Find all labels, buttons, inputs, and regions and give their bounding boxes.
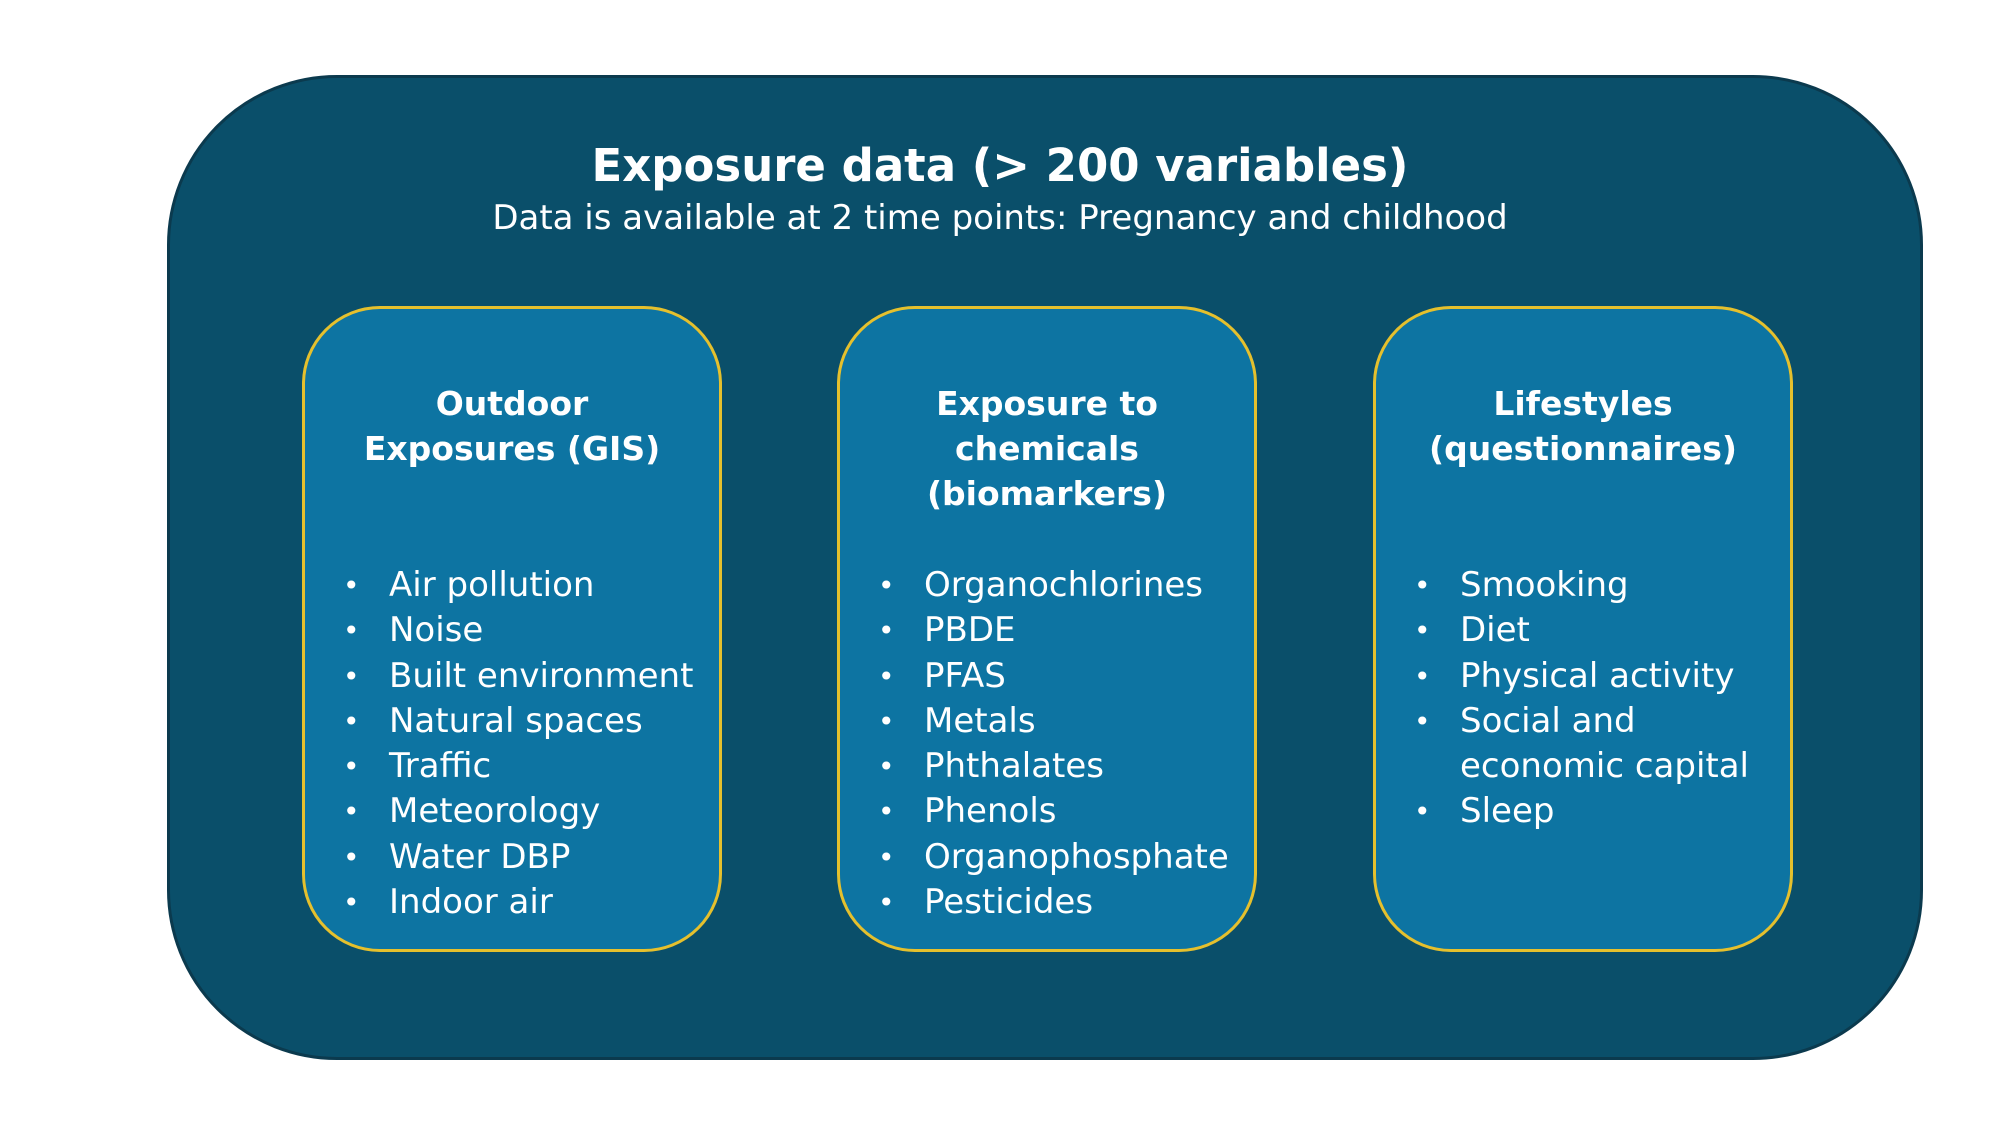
list-item-label: Phthalates [924, 746, 1105, 787]
card-heading: Exposure to chemicals (biomarkers) [926, 384, 1168, 513]
list-item: • Water DBP [339, 835, 693, 880]
card-bullet-list: • Air pollution • Noise • Built environment… [339, 563, 693, 925]
list-item-label: Organochlorines [924, 565, 1204, 605]
list-item: • Smooking [1410, 563, 1749, 608]
list-item-label: Organophosphate [924, 836, 1229, 877]
list-item-label: Physical activity [1460, 655, 1735, 696]
list-item-label: Phenols [924, 791, 1057, 832]
list-item-label: Air pollution [389, 565, 595, 605]
diagram-title: Exposure data (> 200 variables) [591, 139, 1409, 192]
list-item: • Traffic [339, 744, 693, 789]
bullet-icon: • [343, 704, 360, 738]
list-item-label: Sleep [1460, 791, 1555, 832]
bullet-icon: • [878, 795, 895, 829]
diagram-subtitle: Data is available at 2 time points: Preg… [492, 198, 1508, 238]
list-item: • Social and economic capital [1410, 699, 1749, 790]
bullet-icon: • [343, 750, 360, 784]
list-item: • PFAS [874, 654, 1229, 699]
list-item-label: Traffic [389, 746, 492, 787]
list-item-label: Indoor air [389, 882, 553, 923]
bullet-icon: • [343, 569, 360, 602]
bullet-icon: • [878, 659, 895, 693]
bullet-icon: • [1414, 795, 1431, 829]
list-item-label: PFAS [924, 655, 1006, 696]
bullet-icon: • [1414, 704, 1431, 738]
bullet-icon: • [878, 886, 895, 920]
list-item: • PBDE [874, 608, 1229, 653]
list-item: • Natural spaces [339, 699, 693, 744]
list-item: • Organophosphate [874, 835, 1229, 880]
list-item-label: Pesticides [924, 882, 1094, 923]
bullet-icon: • [878, 750, 895, 784]
list-item-label: PBDE [924, 610, 1016, 651]
card-heading: Outdoor Exposures (GIS) [363, 384, 661, 468]
list-item: • Organochlorines [874, 563, 1229, 608]
list-item-label: Diet [1460, 610, 1530, 651]
list-item: • Physical activity [1410, 654, 1749, 699]
list-item-label: Metals [924, 700, 1036, 741]
list-item: • Noise [339, 608, 693, 653]
list-item: • Phthalates [874, 744, 1229, 789]
bullet-icon: • [343, 614, 360, 648]
list-item: • Air pollution [339, 563, 693, 608]
list-item: • Meteorology [339, 789, 693, 834]
list-item-label: Noise [389, 610, 484, 651]
list-item-label: Social and economic capital [1460, 700, 1749, 787]
bullet-icon: • [343, 795, 360, 829]
list-item-label: Built environment [389, 655, 694, 696]
bullet-icon: • [1414, 659, 1431, 693]
card-bullet-list: • Smooking • Diet • Physical activity • Soci… [1410, 563, 1749, 835]
list-item: • Indoor air [339, 880, 693, 925]
list-item-label: Water DBP [389, 836, 571, 877]
list-item: • Phenols [874, 789, 1229, 834]
bullet-icon: • [878, 569, 895, 602]
bullet-icon: • [1414, 614, 1431, 648]
bullet-icon: • [878, 614, 895, 648]
card-lifestyles: Lifestyles (questionnaires) • Smooking • D… [1373, 306, 1793, 952]
list-item: • Pesticides [874, 880, 1229, 925]
list-item-label: Smooking [1460, 565, 1629, 605]
bullet-icon: • [1414, 569, 1431, 602]
bullet-icon: • [343, 886, 360, 920]
list-item: • Built environment [339, 654, 693, 699]
list-item: • Sleep [1410, 789, 1749, 834]
card-heading: Lifestyles (questionnaires) [1429, 384, 1737, 468]
list-item: • Diet [1410, 608, 1749, 653]
bullet-icon: • [878, 704, 895, 738]
card-bullet-list: • Organochlorines • PBDE • PFAS • Metals • Ph… [874, 563, 1229, 925]
list-item: • Metals [874, 699, 1229, 744]
card-outdoor-exposures: Outdoor Exposures (GIS) • Air pollution •… [302, 306, 722, 952]
bullet-icon: • [343, 659, 360, 693]
bullet-icon: • [878, 840, 895, 874]
card-chemical-exposures: Exposure to chemicals (biomarkers) • Orga… [837, 306, 1257, 952]
list-item-label: Meteorology [389, 791, 601, 832]
bullet-icon: • [343, 840, 360, 874]
list-item-label: Natural spaces [389, 700, 643, 741]
